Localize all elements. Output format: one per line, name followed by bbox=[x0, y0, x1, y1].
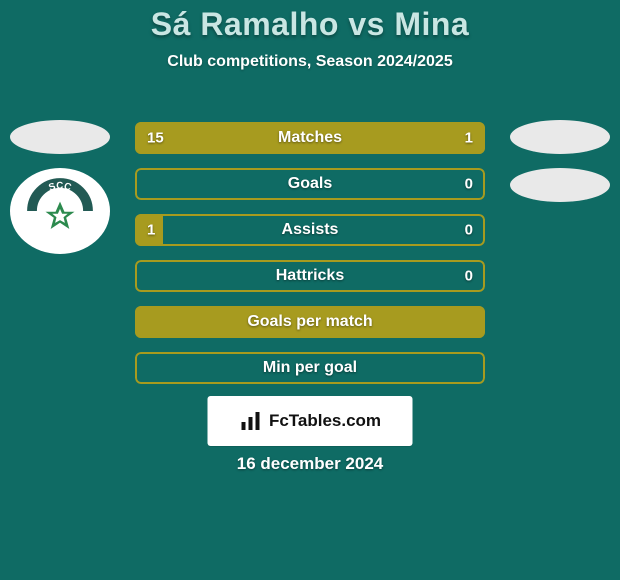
stat-fill-right bbox=[415, 122, 485, 154]
brand-text: FcTables.com bbox=[269, 411, 381, 431]
stat-value-right: 0 bbox=[465, 176, 473, 193]
left-badges: SCC bbox=[0, 120, 120, 254]
stat-outline bbox=[135, 352, 485, 384]
left-country-badge bbox=[10, 120, 110, 154]
right-club-badge bbox=[510, 168, 610, 202]
right-country-badge bbox=[510, 120, 610, 154]
page-title: Sá Ramalho vs Mina bbox=[0, 6, 620, 43]
stat-row: Hattricks0 bbox=[135, 260, 485, 292]
comparison-card: Sá Ramalho vs Mina Club competitions, Se… bbox=[0, 0, 620, 580]
stat-row: Assists1 0 bbox=[135, 214, 485, 246]
stat-value-right: 1 bbox=[465, 130, 473, 147]
stat-row: Min per goal bbox=[135, 352, 485, 384]
stat-outline bbox=[135, 260, 485, 292]
stat-value-left: 1 bbox=[147, 222, 155, 239]
brand-bars-icon bbox=[239, 409, 263, 433]
stat-row: Goals per match bbox=[135, 306, 485, 338]
brand-chip[interactable]: FcTables.com bbox=[208, 396, 413, 446]
club-crest-icon: SCC bbox=[25, 176, 95, 246]
stat-row: Matches151 bbox=[135, 122, 485, 154]
stat-row: Goals0 bbox=[135, 168, 485, 200]
left-club-badge: SCC bbox=[10, 168, 110, 254]
stat-outline bbox=[135, 168, 485, 200]
stat-bars: Matches151Goals0Assists10Hattricks0Goals… bbox=[135, 122, 485, 384]
stat-value-left: 15 bbox=[147, 130, 164, 147]
stat-value-right: 0 bbox=[465, 222, 473, 239]
stat-label: Assists bbox=[135, 221, 485, 239]
stat-label: Goals bbox=[135, 175, 485, 193]
stat-label: Hattricks bbox=[135, 267, 485, 285]
stat-fill-left bbox=[135, 122, 415, 154]
stat-value-right: 0 bbox=[465, 268, 473, 285]
stat-label: Min per goal bbox=[135, 359, 485, 377]
stat-fill-left bbox=[135, 306, 485, 338]
right-badges bbox=[500, 120, 620, 202]
subtitle: Club competitions, Season 2024/2025 bbox=[0, 53, 620, 71]
stat-outline bbox=[135, 214, 485, 246]
footer-date: 16 december 2024 bbox=[0, 454, 620, 474]
